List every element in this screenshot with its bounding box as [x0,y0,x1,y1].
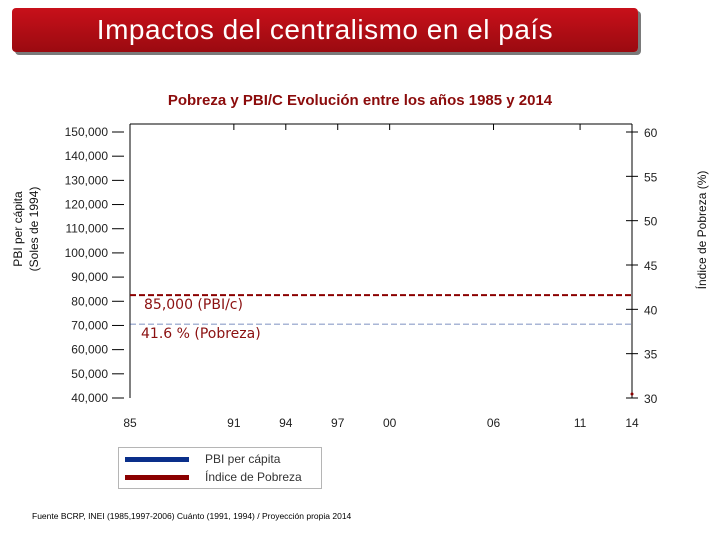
title-banner: Impactos del centralismo en el país [12,8,638,52]
legend-label-pobreza: Índice de Pobreza [205,470,302,484]
y-left-tick-label: 60,000 [71,343,108,357]
y-right-tick-label: 30 [644,392,658,406]
y-left-tick-label: 110,000 [66,222,109,236]
x-tick-label: 91 [227,416,241,430]
y-left-tick-label: 80,000 [71,294,108,308]
y-left-tick-label: 130,000 [65,173,109,187]
source-footnote: Fuente BCRP, INEI (1985,1997-2006) Cuánt… [32,511,352,521]
y-left-tick-label: 90,000 [71,270,108,284]
x-tick-label: 14 [625,416,639,430]
x-tick-label: 11 [574,416,587,430]
y-right-tick-label: 50 [644,215,658,229]
y-right-tick-label: 35 [644,348,658,362]
chart-legend: PBI per cápita Índice de Pobreza [118,447,322,489]
y-axis-left-title-line2: (Soles de 1994) [27,187,41,272]
y-left-tick-label: 120,000 [65,198,109,212]
x-tick-label: 06 [487,416,501,430]
y-left-tick-label: 100,000 [65,246,109,260]
legend-swatch-pbi [125,457,189,462]
series-end-marker [630,392,634,396]
slide-title: Impactos del centralismo en el país [96,14,554,45]
y-left-tick-label: 70,000 [71,318,108,332]
y-left-tick-label: 40,000 [71,391,108,405]
y-left-tick-label: 50,000 [71,367,108,381]
y-left-tick-label: 140,000 [65,149,109,163]
annotation-pobreza: 41.6 % (Pobreza) [141,326,261,342]
annotation-pbi: 85,000 (PBI/c) [144,297,243,313]
x-tick-label: 00 [383,416,397,430]
y-axis-right-title: Índice de Pobreza (%) [694,171,709,290]
legend-item-pobreza: Índice de Pobreza [119,468,319,486]
y-left-tick-label: 150,000 [65,125,109,139]
chart-subtitle: Pobreza y PBI/C Evolución entre los años… [167,92,553,109]
x-tick-label: 94 [279,416,293,430]
y-right-tick-label: 45 [644,259,658,273]
x-tick-label: 85 [123,416,137,430]
legend-swatch-pobreza [125,475,189,480]
y-right-tick-label: 40 [644,303,658,317]
y-right-tick-label: 60 [644,126,658,140]
x-tick-label: 97 [331,416,345,430]
legend-label-pbi: PBI per cápita [205,452,281,466]
legend-item-pbi: PBI per cápita [119,450,319,468]
y-axis-left-title-line1: PBI per cápita [11,191,25,267]
y-right-tick-label: 55 [644,170,658,184]
